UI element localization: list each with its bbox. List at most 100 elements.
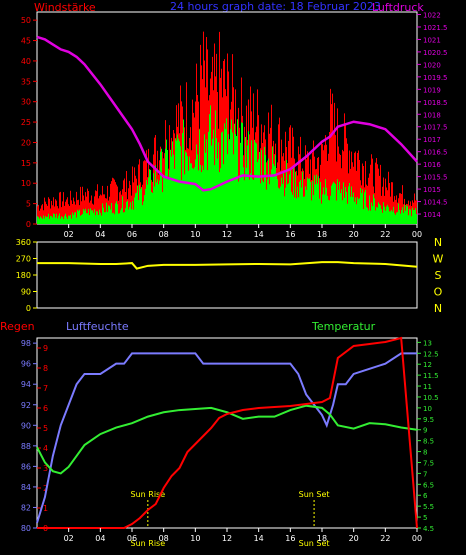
- wind-axis: 0 5 10 15 20 25 30 35 40 45 50: [21, 16, 37, 229]
- wind-direction-line: [37, 261, 418, 270]
- temperature-tick-label: 11: [423, 383, 432, 391]
- humidity-axis: 80 82 84 86 88 90 92 94 96 98: [21, 339, 37, 533]
- sun-marker-bottom-label: Sun Set: [299, 539, 330, 548]
- wind-tick-label: 5: [26, 200, 31, 209]
- temperature-tick-label: 7: [423, 470, 427, 478]
- pressure-tick-label: 1018: [423, 111, 441, 119]
- pressure-tick-label: 1017.5: [423, 124, 448, 132]
- temperature-label: Temperatur: [311, 320, 376, 333]
- temperature-tick-label: 12: [423, 361, 432, 369]
- temperature-axis: 4.5 5 5.5 6 6.5 7 7.5 8 8.5 9 9.5 10 10.5 11 11.5 12 12.…: [417, 339, 439, 533]
- hour-axis-bottom: 02 04 06 08 10 12 14 16 18 20 22 00: [64, 528, 422, 543]
- humidity-tick-label: 84: [21, 483, 31, 492]
- sun-markers: Sun Rise Sun Rise Sun Set Sun Set: [131, 490, 330, 548]
- temperature-tick-label: 5: [423, 514, 427, 522]
- hour-tick-label: 12: [222, 230, 232, 239]
- hour-tick-label: 10: [190, 230, 200, 239]
- sun-marker-bottom-label: Sun Rise: [131, 539, 166, 548]
- temperature-tick-label: 11.5: [423, 372, 439, 380]
- rain-label: Regen: [0, 320, 35, 333]
- rain-tick-label: 2: [43, 484, 48, 493]
- sun-marker-label: Sun Set: [299, 490, 330, 499]
- rain-tick-label: 8: [43, 364, 48, 373]
- hour-tick-label: 00: [412, 534, 422, 543]
- humidity-tick-label: 96: [21, 360, 31, 369]
- hour-tick-label: 08: [159, 230, 169, 239]
- hour-tick-label: 22: [380, 534, 390, 543]
- humidity-tick-label: 80: [21, 524, 31, 533]
- hour-tick-label: 16: [285, 534, 295, 543]
- hour-tick-label: 14: [254, 534, 264, 543]
- pressure-tick-label: 1020.5: [423, 49, 448, 57]
- hour-tick-label: 00: [412, 230, 422, 239]
- humidity-tick-label: 92: [21, 401, 31, 410]
- hour-tick-label: 08: [159, 534, 169, 543]
- wind-tick-label: 25: [21, 118, 31, 127]
- climate-panel-frame: [36, 337, 418, 529]
- wind-tick-label: 35: [21, 77, 31, 86]
- humidity-tick-label: 88: [21, 442, 31, 451]
- humidity-label: Luftfeuchte: [66, 320, 129, 333]
- humidity-line: [36, 352, 417, 524]
- pressure-tick-label: 1022: [423, 11, 441, 19]
- temperature-tick-label: 10.5: [423, 394, 439, 402]
- direction-tick-label: 360: [16, 238, 31, 247]
- humidity-tick-label: 90: [21, 421, 31, 430]
- pressure-tick-label: 1016.5: [423, 149, 448, 157]
- pressure-tick-label: 1020: [423, 61, 441, 69]
- pressure-tick-label: 1021.5: [423, 24, 448, 32]
- pressure-tick-label: 1014.5: [423, 199, 448, 207]
- hour-axis-top: 02 04 06 08 10 12 14 16 18 20 22 00: [64, 224, 422, 239]
- hour-tick-label: 22: [380, 230, 390, 239]
- direction-panel-frame: [36, 241, 418, 309]
- pressure-tick-label: 1019.5: [423, 74, 448, 82]
- wind-tick-label: 45: [21, 37, 31, 46]
- wind-tick-label: 10: [21, 179, 31, 188]
- direction-tick-label: 270: [16, 255, 31, 264]
- wind-tick-label: 20: [21, 138, 31, 147]
- humidity-tick-label: 86: [21, 462, 31, 471]
- temperature-tick-label: 10: [423, 405, 432, 413]
- humidity-tick-label: 94: [21, 380, 31, 389]
- wind-tick-label: 15: [21, 159, 31, 168]
- compass-label: O: [434, 286, 443, 299]
- compass-label: S: [435, 269, 442, 282]
- direction-degree-axis: 0 90 180 270 360: [16, 238, 37, 313]
- temperature-tick-label: 6.5: [423, 481, 434, 489]
- pressure-tick-label: 1015.5: [423, 174, 448, 182]
- direction-tick-label: 90: [21, 288, 31, 297]
- rain-tick-label: 7: [43, 384, 48, 393]
- compass-label: N: [434, 302, 442, 315]
- rain-tick-label: 3: [43, 464, 48, 473]
- rain-tick-label: 9: [43, 344, 48, 353]
- temperature-tick-label: 6: [423, 492, 428, 500]
- temperature-tick-label: 8.5: [423, 438, 434, 446]
- hour-tick-label: 02: [64, 230, 74, 239]
- humidity-tick-label: 82: [21, 503, 31, 512]
- pressure-tick-label: 1019: [423, 86, 441, 94]
- temperature-tick-label: 9: [423, 427, 427, 435]
- pressure-label: Luftdruck: [372, 1, 424, 14]
- pressure-tick-label: 1017: [423, 136, 441, 144]
- rain-tick-label: 5: [43, 424, 48, 433]
- direction-tick-label: 180: [16, 271, 31, 280]
- pressure-tick-label: 1014: [423, 211, 441, 219]
- humidity-tick-label: 98: [21, 339, 31, 348]
- rain-tick-label: 4: [43, 444, 48, 453]
- hour-tick-label: 20: [349, 230, 359, 239]
- hour-tick-label: 14: [254, 230, 264, 239]
- compass-label: W: [433, 253, 444, 266]
- hour-tick-label: 10: [190, 534, 200, 543]
- direction-tick-label: 0: [26, 304, 31, 313]
- hour-tick-label: 02: [64, 534, 74, 543]
- temperature-tick-label: 13: [423, 339, 432, 347]
- temperature-tick-label: 8: [423, 449, 427, 457]
- hour-tick-label: 06: [127, 230, 137, 239]
- wind-label: Windstärke: [34, 1, 96, 14]
- hour-tick-label: 04: [95, 534, 105, 543]
